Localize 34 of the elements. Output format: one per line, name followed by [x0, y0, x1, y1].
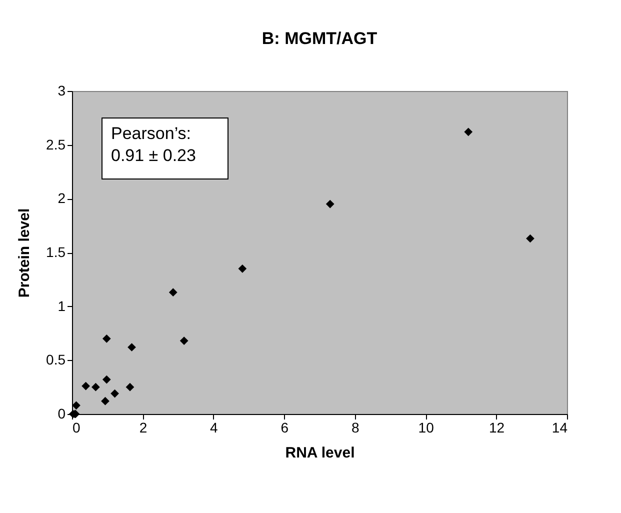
x-tick-label: 6 — [280, 420, 289, 436]
x-tick-label: 4 — [210, 420, 218, 436]
point — [101, 396, 110, 406]
x-tick-label: 0 — [72, 420, 80, 436]
y-tick-label: 0 — [58, 406, 66, 422]
point — [180, 336, 188, 345]
annotation: Pearson’s: 0.91 ± 0.23 — [111, 124, 196, 165]
y-tick-label: 3 — [58, 82, 66, 98]
point — [168, 288, 178, 297]
point — [238, 264, 247, 273]
point — [464, 128, 473, 136]
point — [92, 382, 100, 392]
point — [128, 343, 136, 352]
y-tick-label: 1 — [58, 298, 66, 314]
point — [526, 234, 534, 243]
y-tick-label: 1.5 — [46, 244, 66, 260]
point — [126, 382, 134, 392]
y-tick-label: 2 — [58, 190, 66, 206]
x-tick-label: 12 — [488, 420, 505, 436]
point — [102, 334, 111, 343]
x-tick-label: 10 — [418, 420, 434, 436]
point — [102, 375, 111, 384]
x-tick-label: 14 — [552, 420, 568, 436]
x-tick-label: 2 — [139, 420, 148, 436]
point — [326, 200, 334, 208]
point — [72, 401, 80, 410]
x-tick-label: 8 — [351, 420, 360, 436]
point — [82, 382, 90, 390]
point — [110, 389, 119, 398]
y-tick-label: 2.5 — [46, 136, 66, 152]
x-axis-title: RNA level — [285, 444, 355, 462]
y-tick-label: 0.5 — [46, 352, 66, 368]
y-axis-title: Protein level — [16, 208, 34, 298]
chart-title: B: MGMT/AGT — [262, 29, 378, 48]
